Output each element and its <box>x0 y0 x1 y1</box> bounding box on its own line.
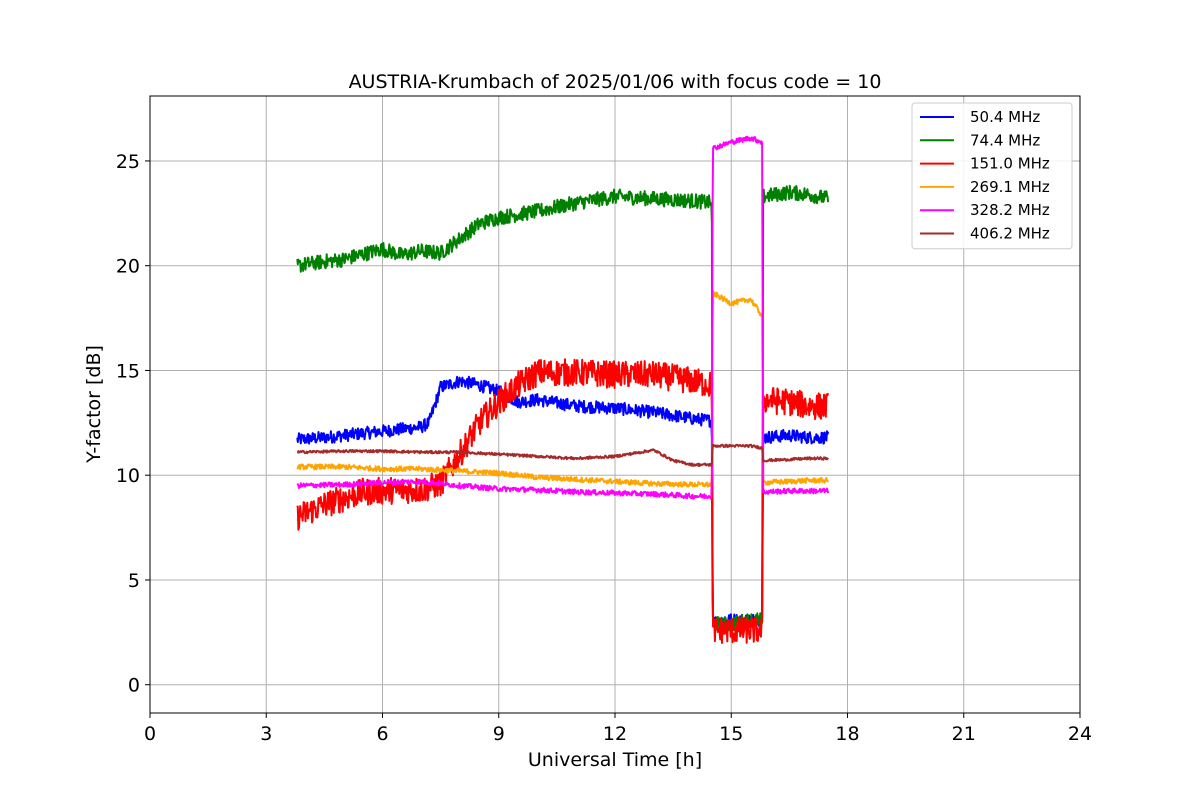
ticks: 0 3 6 9 12 15 18 21 24 0 5 10 15 20 25 <box>116 151 1092 745</box>
y-tick-label: 0 <box>128 675 140 697</box>
series-line-4 <box>296 290 829 488</box>
legend-label: 406.2 MHz <box>970 225 1050 243</box>
legend-label: 151.0 MHz <box>970 155 1050 173</box>
x-tick-label: 9 <box>493 723 505 745</box>
x-tick-label: 24 <box>1068 723 1092 745</box>
y-tick-label: 20 <box>116 256 140 278</box>
x-tick-label: 18 <box>835 723 859 745</box>
x-tick-label: 15 <box>719 723 743 745</box>
series-line-3 <box>296 358 830 644</box>
x-tick-label: 3 <box>260 723 272 745</box>
chart-title: AUSTRIA-Krumbach of 2025/01/06 with focu… <box>349 71 882 93</box>
y-tick-label: 5 <box>128 570 140 592</box>
series-line-6 <box>296 443 829 467</box>
y-tick-label: 25 <box>116 151 140 173</box>
legend-label: 50.4 MHz <box>970 108 1040 126</box>
x-tick-label: 12 <box>603 723 627 745</box>
y-tick-label: 15 <box>116 360 140 382</box>
legend: 50.4 MHz 74.4 MHz 151.0 MHz 269.1 MHz 328.2 … <box>911 102 1073 250</box>
y-axis-label: Y-factor [dB] <box>83 345 105 464</box>
legend-label: 269.1 MHz <box>970 178 1050 196</box>
y-tick-label: 10 <box>116 465 140 487</box>
series-line-5 <box>296 135 830 500</box>
x-axis-label: Universal Time [h] <box>528 749 702 771</box>
x-tick-label: 21 <box>952 723 976 745</box>
x-tick-label: 6 <box>376 723 388 745</box>
x-tick-label: 0 <box>144 723 156 745</box>
legend-label: 74.4 MHz <box>970 131 1040 149</box>
plot-area <box>296 135 830 644</box>
legend-label: 328.2 MHz <box>970 201 1050 219</box>
